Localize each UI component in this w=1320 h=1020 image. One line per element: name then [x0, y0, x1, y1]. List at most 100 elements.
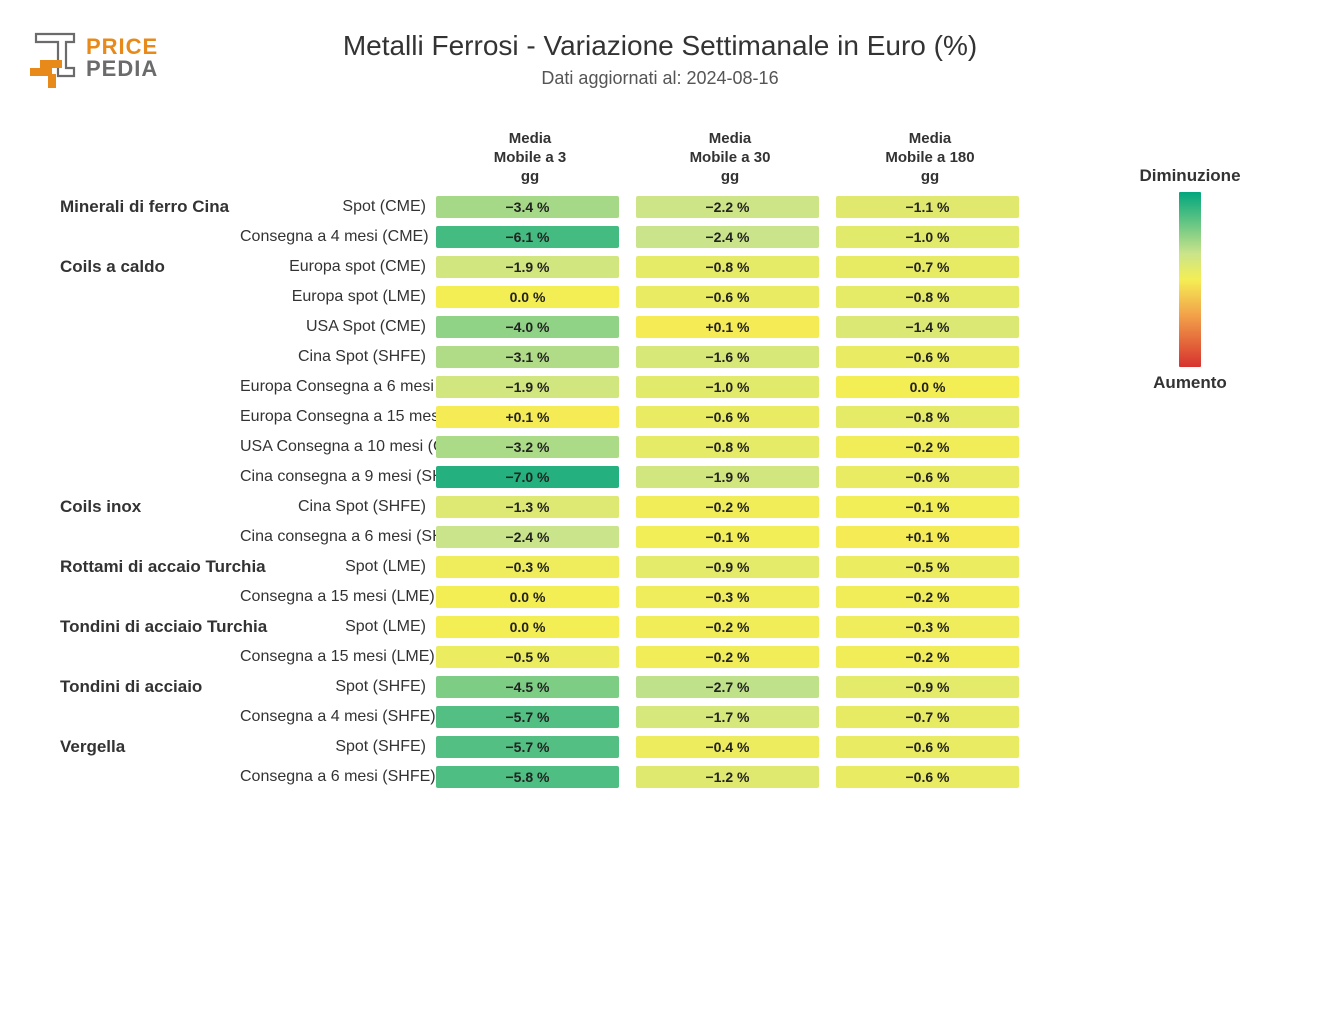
item-label: Cina consegna a 6 mesi (SHFE): [240, 528, 436, 546]
heatmap-cell: −0.6 %: [836, 466, 1019, 488]
heatmap-table: MediaMobile a 3ggMediaMobile a 30ggMedia…: [60, 130, 1050, 792]
heatmap-cell: −0.6 %: [836, 346, 1019, 368]
heatmap-cell: 0.0 %: [836, 376, 1019, 398]
heatmap-cell: −0.2 %: [836, 646, 1019, 668]
heatmap-cell: −1.4 %: [836, 316, 1019, 338]
table-row: Cina consegna a 9 mesi (SHFE)−7.0 % −1.9 …: [60, 462, 1050, 492]
heatmap-cell: −0.2 %: [636, 496, 819, 518]
table-row: Rottami di accaio TurchiaSpot (LME)−0.3 …: [60, 552, 1050, 582]
category-label: Tondini di acciaio: [60, 677, 240, 697]
heatmap-cell: −0.3 %: [836, 616, 1019, 638]
item-label: Spot (SHFE): [240, 738, 436, 756]
heatmap-cell: −2.7 %: [636, 676, 819, 698]
heatmap-cell: −1.9 %: [436, 256, 619, 278]
heatmap-cell: −1.2 %: [636, 766, 819, 788]
table-row: VergellaSpot (SHFE)−5.7 %−0.4 %−0.6 %: [60, 732, 1050, 762]
heatmap-cell: −0.8 %: [636, 256, 819, 278]
category-label: Vergella: [60, 737, 240, 757]
heatmap-cell: −0.3 %: [436, 556, 619, 578]
heatmap-cell: −0.6 %: [636, 286, 819, 308]
heatmap-cell: −1.1 %: [836, 196, 1019, 218]
category-label: Coils inox: [60, 497, 240, 517]
category-label: Tondini di acciaio Turchia: [60, 617, 240, 637]
item-label: Cina consegna a 9 mesi (SHFE): [240, 468, 436, 486]
heatmap-cell: −0.7 %: [836, 256, 1019, 278]
heatmap-cell: −5.7 %: [436, 736, 619, 758]
heatmap-cell: −0.8 %: [836, 406, 1019, 428]
chart-subtitle: Dati aggiornati al: 2024-08-16: [0, 68, 1320, 89]
heatmap-cell: −0.9 %: [636, 556, 819, 578]
heatmap-cell: −0.2 %: [636, 646, 819, 668]
category-label: Minerali di ferro Cina: [60, 197, 240, 217]
item-label: Spot (SHFE): [240, 678, 436, 696]
category-label: Coils a caldo: [60, 257, 240, 277]
heatmap-cell: −0.6 %: [836, 736, 1019, 758]
table-row: Europa Consegna a 15 mesi (LME)+0.1 % −0.…: [60, 402, 1050, 432]
table-body: Minerali di ferro CinaSpot (CME)−3.4 % −2…: [60, 192, 1050, 792]
heatmap-cell: −0.2 %: [836, 586, 1019, 608]
item-label: Consegna a 15 mesi (LME): [240, 648, 436, 666]
heatmap-cell: 0.0 %: [436, 586, 619, 608]
column-header: MediaMobile a 3gg: [430, 130, 630, 186]
heatmap-cell: −0.2 %: [836, 436, 1019, 458]
logo: PRICE PEDIA: [30, 30, 196, 92]
item-label: Spot (LME): [240, 558, 436, 576]
item-label: Spot (CME): [240, 198, 436, 216]
column-header: MediaMobile a 180gg: [830, 130, 1030, 186]
legend-color-bar: [1179, 192, 1201, 367]
heatmap-cell: −1.0 %: [636, 376, 819, 398]
item-label: Europa spot (LME): [240, 288, 436, 306]
legend-top-label: Diminuzione: [1105, 166, 1275, 186]
logo-mark: [30, 34, 74, 88]
item-label: Spot (LME): [240, 618, 436, 636]
logo-text-bottom: PEDIA: [86, 56, 158, 81]
item-label: USA Consegna a 10 mesi (CME): [240, 438, 436, 456]
heatmap-cell: 0.0 %: [436, 286, 619, 308]
heatmap-cell: −1.3 %: [436, 496, 619, 518]
column-header-row: MediaMobile a 3ggMediaMobile a 30ggMedia…: [430, 130, 1050, 186]
heatmap-cell: −2.4 %: [636, 226, 819, 248]
heatmap-cell: −0.8 %: [636, 436, 819, 458]
table-row: Consegna a 6 mesi (SHFE)−5.8 %−1.2 %−0.6…: [60, 762, 1050, 792]
item-label: USA Spot (CME): [240, 318, 436, 336]
heatmap-cell: −7.0 %: [436, 466, 619, 488]
table-row: Consegna a 4 mesi (SHFE)−5.7 % −1.7 % −0.7…: [60, 702, 1050, 732]
heatmap-cell: −1.0 %: [836, 226, 1019, 248]
item-label: Consegna a 15 mesi (LME): [240, 588, 436, 606]
table-row: Consegna a 15 mesi (LME)0.0 % −0.3 % −0.2 …: [60, 582, 1050, 612]
heatmap-cell: −0.6 %: [636, 406, 819, 428]
heatmap-cell: −0.8 %: [836, 286, 1019, 308]
heatmap-cell: −0.5 %: [836, 556, 1019, 578]
heatmap-cell: −1.7 %: [636, 706, 819, 728]
table-row: Tondini di acciaio TurchiaSpot (LME)0.0 …: [60, 612, 1050, 642]
heatmap-cell: −0.7 %: [836, 706, 1019, 728]
item-label: Cina Spot (SHFE): [240, 348, 436, 366]
item-label: Consegna a 4 mesi (SHFE): [240, 708, 436, 726]
heatmap-cell: −4.0 %: [436, 316, 619, 338]
heatmap-cell: −5.8 %: [436, 766, 619, 788]
heatmap-cell: −3.2 %: [436, 436, 619, 458]
column-header: MediaMobile a 30gg: [630, 130, 830, 186]
heatmap-cell: −0.1 %: [836, 496, 1019, 518]
table-row: Consegna a 4 mesi (CME)−6.1 % −2.4 % −1.0 …: [60, 222, 1050, 252]
table-row: Cina consegna a 6 mesi (SHFE)−2.4 %−0.1 …: [60, 522, 1050, 552]
legend: Diminuzione Aumento: [1105, 160, 1275, 399]
heatmap-cell: −0.9 %: [836, 676, 1019, 698]
item-label: Cina Spot (SHFE): [240, 498, 436, 516]
heatmap-cell: +0.1 %: [436, 406, 619, 428]
table-row: Consegna a 15 mesi (LME)−0.5 %−0.2 %−0.2…: [60, 642, 1050, 672]
heatmap-cell: −1.9 %: [436, 376, 619, 398]
heatmap-cell: −1.9 %: [636, 466, 819, 488]
heatmap-cell: −3.4 %: [436, 196, 619, 218]
item-label: Europa Consegna a 6 mesi (CME): [240, 378, 436, 396]
heatmap-cell: −1.6 %: [636, 346, 819, 368]
table-row: Coils inoxCina Spot (SHFE)−1.3 % −0.2 % −0…: [60, 492, 1050, 522]
item-label: Europa Consegna a 15 mesi (LME): [240, 408, 436, 426]
heatmap-cell: −6.1 %: [436, 226, 619, 248]
item-label: Consegna a 4 mesi (CME): [240, 228, 436, 246]
table-row: Coils a caldoEuropa spot (CME)−1.9 %−0.8…: [60, 252, 1050, 282]
heatmap-cell: −2.4 %: [436, 526, 619, 548]
table-row: Europa spot (LME)0.0 % −0.6 % −0.8 %: [60, 282, 1050, 312]
heatmap-cell: −0.3 %: [636, 586, 819, 608]
heatmap-cell: −5.7 %: [436, 706, 619, 728]
